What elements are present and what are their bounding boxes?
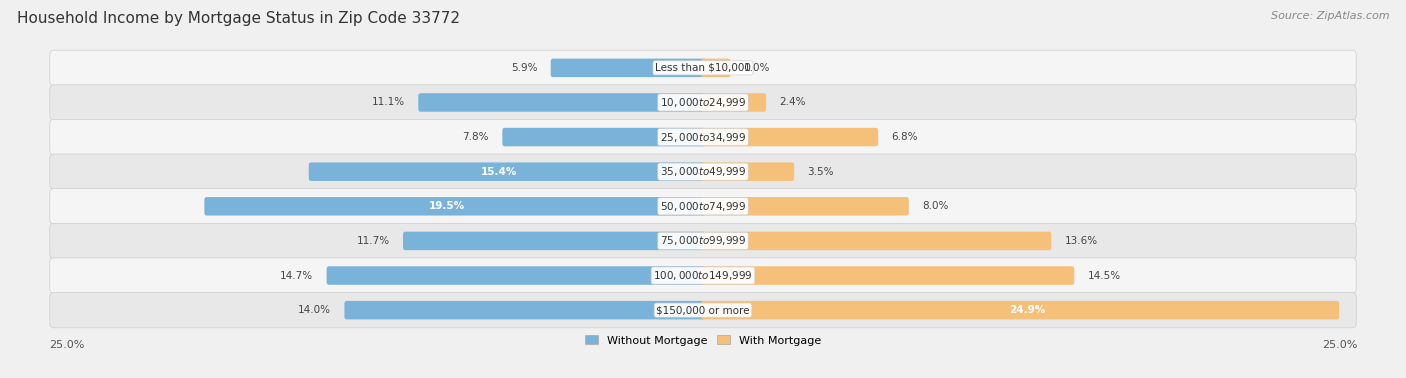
FancyBboxPatch shape (49, 119, 1357, 155)
Text: 24.9%: 24.9% (1010, 305, 1046, 315)
FancyBboxPatch shape (702, 59, 731, 77)
FancyBboxPatch shape (702, 266, 1074, 285)
Text: 11.7%: 11.7% (357, 236, 389, 246)
Legend: Without Mortgage, With Mortgage: Without Mortgage, With Mortgage (581, 331, 825, 350)
FancyBboxPatch shape (551, 59, 704, 77)
Text: 15.4%: 15.4% (481, 167, 517, 177)
Text: $25,000 to $34,999: $25,000 to $34,999 (659, 130, 747, 144)
FancyBboxPatch shape (702, 301, 1339, 319)
FancyBboxPatch shape (326, 266, 704, 285)
FancyBboxPatch shape (418, 93, 704, 112)
Text: $75,000 to $99,999: $75,000 to $99,999 (659, 234, 747, 248)
Text: $10,000 to $24,999: $10,000 to $24,999 (659, 96, 747, 109)
FancyBboxPatch shape (702, 163, 794, 181)
Text: Household Income by Mortgage Status in Zip Code 33772: Household Income by Mortgage Status in Z… (17, 11, 460, 26)
FancyBboxPatch shape (49, 85, 1357, 120)
FancyBboxPatch shape (49, 223, 1357, 259)
Text: $35,000 to $49,999: $35,000 to $49,999 (659, 165, 747, 178)
FancyBboxPatch shape (502, 128, 704, 146)
Text: 14.0%: 14.0% (298, 305, 332, 315)
FancyBboxPatch shape (404, 232, 704, 250)
Text: Source: ZipAtlas.com: Source: ZipAtlas.com (1271, 11, 1389, 21)
Text: 5.9%: 5.9% (510, 63, 537, 73)
FancyBboxPatch shape (702, 128, 879, 146)
Text: 1.0%: 1.0% (744, 63, 770, 73)
Text: $50,000 to $74,999: $50,000 to $74,999 (659, 200, 747, 213)
Text: 3.5%: 3.5% (807, 167, 834, 177)
FancyBboxPatch shape (702, 197, 908, 215)
FancyBboxPatch shape (49, 293, 1357, 328)
FancyBboxPatch shape (49, 258, 1357, 293)
Text: 11.1%: 11.1% (373, 98, 405, 107)
Text: 14.5%: 14.5% (1088, 271, 1121, 280)
Text: $150,000 or more: $150,000 or more (657, 305, 749, 315)
Text: 14.7%: 14.7% (280, 271, 314, 280)
Text: 13.6%: 13.6% (1064, 236, 1098, 246)
Text: Less than $10,000: Less than $10,000 (655, 63, 751, 73)
FancyBboxPatch shape (702, 93, 766, 112)
FancyBboxPatch shape (49, 50, 1357, 85)
Text: 2.4%: 2.4% (779, 98, 806, 107)
FancyBboxPatch shape (702, 232, 1052, 250)
Text: 19.5%: 19.5% (429, 201, 465, 211)
Text: $100,000 to $149,999: $100,000 to $149,999 (654, 269, 752, 282)
Text: 7.8%: 7.8% (463, 132, 489, 142)
FancyBboxPatch shape (204, 197, 704, 215)
Text: 6.8%: 6.8% (891, 132, 918, 142)
FancyBboxPatch shape (344, 301, 704, 319)
FancyBboxPatch shape (309, 163, 704, 181)
FancyBboxPatch shape (49, 189, 1357, 224)
FancyBboxPatch shape (49, 154, 1357, 189)
Text: 8.0%: 8.0% (922, 201, 949, 211)
